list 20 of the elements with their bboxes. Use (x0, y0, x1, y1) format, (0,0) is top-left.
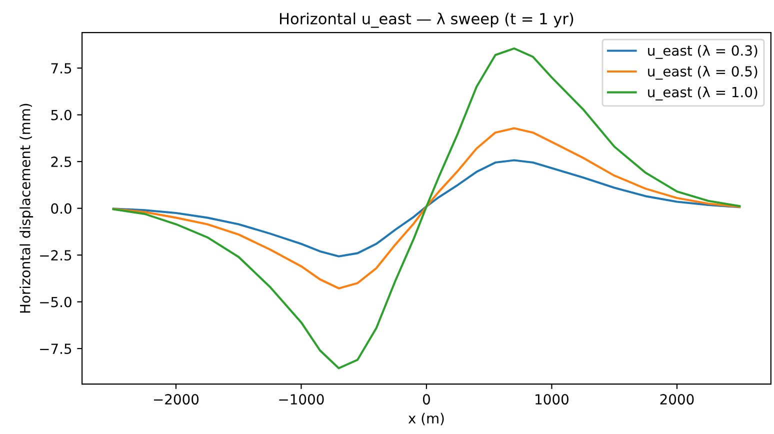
y-tick-label: 7.5 (51, 63, 72, 74)
x-tick-label: 0 (422, 394, 430, 405)
line-series (112, 159, 741, 258)
y-tick-label: −7.5 (40, 344, 72, 354)
legend-label: u_east (λ = 1.0) (648, 86, 758, 100)
x-tick-label: −2000 (154, 394, 199, 405)
line-series (112, 127, 741, 290)
y-tick-label: 2.5 (51, 156, 72, 168)
chart-title: Horizontal u_east — λ sweep (t = 1 yr) (280, 12, 574, 28)
legend-label: u_east (λ = 0.3) (648, 45, 758, 59)
y-axis-title: Horizontal displacement (mm) (20, 104, 34, 313)
x-axis-title: x (m) (408, 412, 444, 426)
y-tick-label: −2.5 (40, 250, 72, 261)
x-tick-label: −1000 (279, 394, 324, 405)
y-tick-label: 5.0 (51, 110, 72, 120)
y-tick-label: −5.0 (40, 296, 72, 308)
legend-label: u_east (λ = 0.5) (648, 66, 758, 80)
x-tick-label: 1000 (536, 394, 568, 405)
y-tick-label: 0.0 (51, 203, 72, 214)
x-tick-label: 2000 (660, 394, 694, 405)
